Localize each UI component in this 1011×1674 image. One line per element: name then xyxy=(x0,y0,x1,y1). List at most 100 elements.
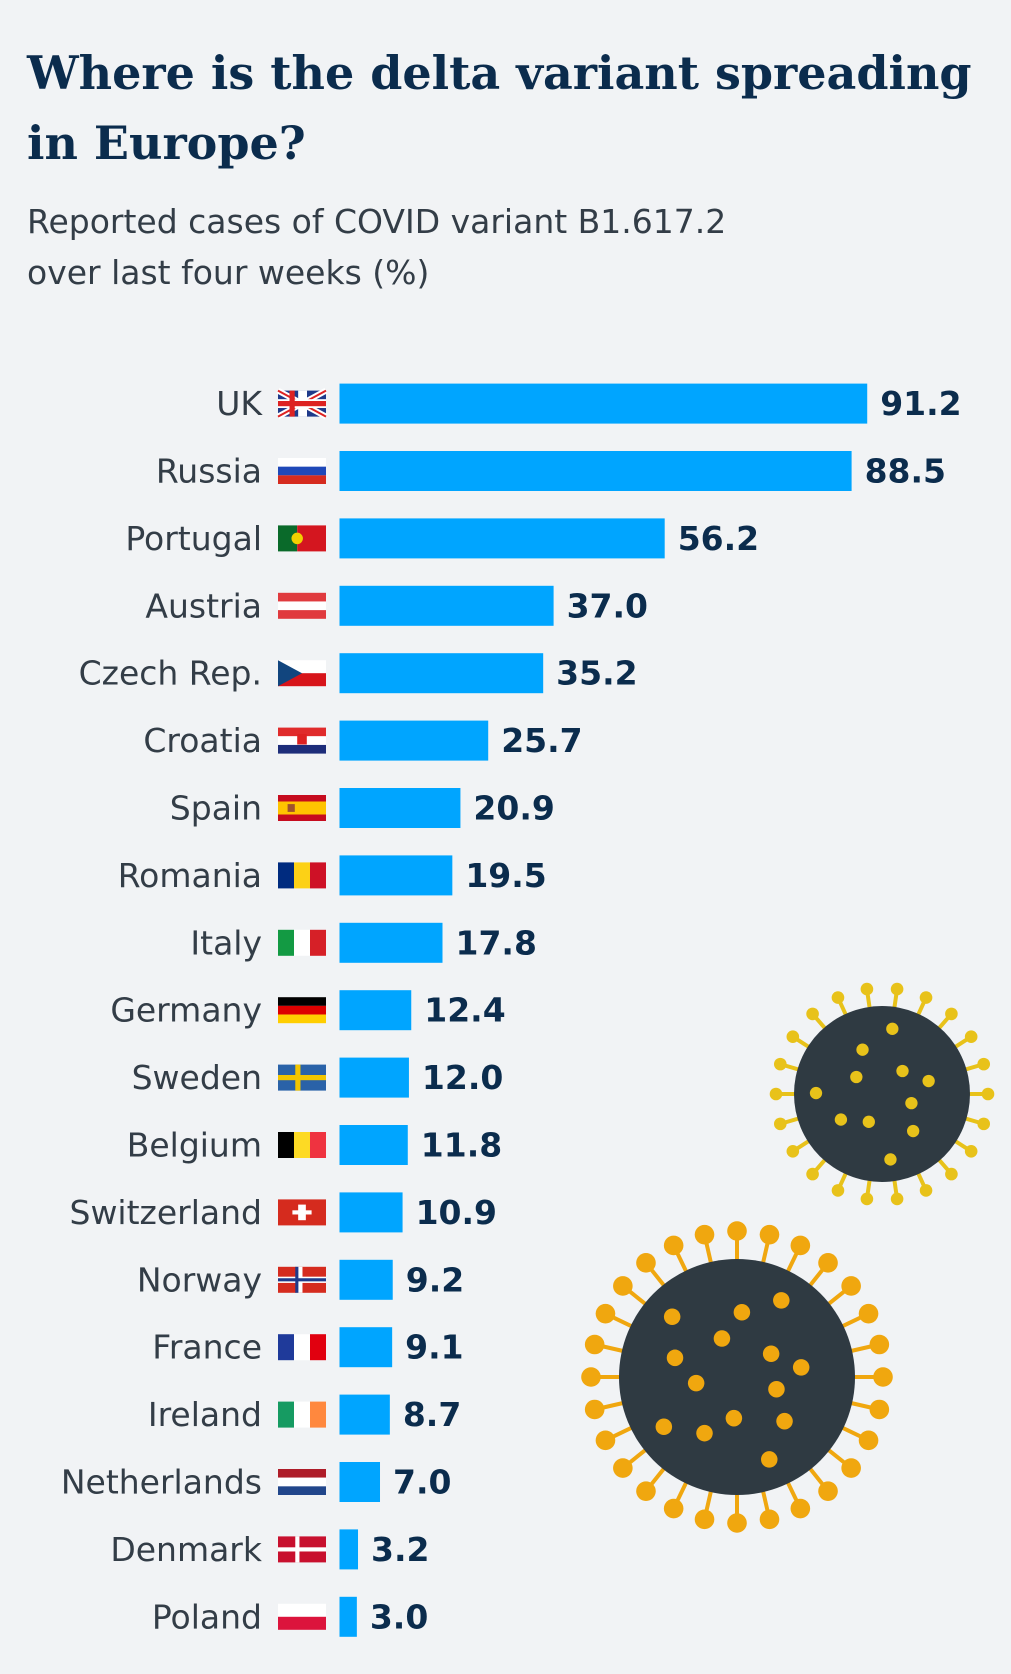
flag-part xyxy=(278,1132,294,1158)
value-label: 91.2 xyxy=(880,384,961,423)
virus-spike-tip xyxy=(858,1430,879,1451)
value-label: 20.9 xyxy=(473,789,554,828)
flag-part xyxy=(278,795,326,802)
virus-dot xyxy=(856,1043,869,1056)
category-label: Czech Rep. xyxy=(79,654,262,693)
virus-spike-tip xyxy=(595,1430,616,1451)
virus-spike-tip xyxy=(727,1513,747,1533)
flag-part xyxy=(278,525,298,552)
value-label: 9.1 xyxy=(405,1328,463,1367)
flag-part xyxy=(278,401,326,407)
flag-part xyxy=(278,1477,326,1487)
virus-dot xyxy=(905,1096,918,1110)
category-label: Netherlands xyxy=(61,1463,262,1502)
flag-part xyxy=(292,1210,312,1215)
virus-spike-tip xyxy=(773,1117,787,1131)
virus-spike-tip xyxy=(786,1145,800,1158)
bar xyxy=(339,1125,408,1165)
bar xyxy=(339,1596,357,1637)
bar xyxy=(339,585,554,626)
flag-part xyxy=(310,1334,326,1361)
virus-spike-tip xyxy=(584,1334,605,1355)
virus-spike-tip xyxy=(869,1399,890,1420)
virus-spike-tip xyxy=(919,991,933,1004)
virus-spike-tip xyxy=(860,982,874,996)
value-label: 3.0 xyxy=(370,1597,428,1636)
virus-dot xyxy=(713,1330,731,1347)
chart-subtitle: Reported cases of COVID variant B1.617.2… xyxy=(27,202,727,292)
value-label: 10.9 xyxy=(416,1193,497,1232)
flag-part xyxy=(278,458,326,467)
bar xyxy=(339,922,443,963)
virus-spike-tip xyxy=(945,1167,958,1181)
virus-spike-tip xyxy=(964,1145,978,1158)
virus-spike-tip xyxy=(584,1399,605,1420)
flag-part xyxy=(278,1547,326,1552)
flag-part xyxy=(278,601,326,611)
bar xyxy=(339,1259,393,1300)
virus-spike-tip xyxy=(769,1087,783,1101)
bar xyxy=(339,1192,403,1233)
flag-part xyxy=(297,734,307,745)
flag-part xyxy=(278,1334,294,1361)
bar xyxy=(339,1327,393,1368)
flag-part xyxy=(278,660,302,687)
virus-dot xyxy=(886,1022,899,1035)
category-label: Poland xyxy=(152,1597,262,1636)
virus-dot xyxy=(850,1070,863,1084)
virus-dot xyxy=(725,1409,743,1427)
flag-part xyxy=(294,1334,310,1361)
category-label: Italy xyxy=(190,923,262,962)
virus-spike-tip xyxy=(890,982,904,996)
virus-dot xyxy=(896,1064,909,1078)
flag-part xyxy=(310,929,326,956)
category-label: Portugal xyxy=(125,519,262,558)
virus-dot xyxy=(792,1359,810,1376)
virus-spike-tip xyxy=(841,1458,861,1478)
virus-dot xyxy=(907,1124,920,1138)
value-label: 56.2 xyxy=(678,519,759,558)
virus-dot xyxy=(768,1380,785,1398)
flag-part xyxy=(278,1014,326,1024)
virus-spike-tip xyxy=(964,1030,978,1043)
value-label: 8.7 xyxy=(403,1395,461,1434)
virus-spike-tip xyxy=(581,1367,601,1387)
flag-part xyxy=(291,532,303,545)
virus-spike-tip xyxy=(759,1224,780,1245)
virus-spike-tip xyxy=(818,1253,838,1273)
flag-part xyxy=(278,1616,326,1630)
category-label: Russia xyxy=(156,452,262,491)
flag-part xyxy=(294,1401,310,1428)
virus-spike-tip xyxy=(790,1498,811,1519)
virus-dot xyxy=(776,1412,793,1430)
virus-spike-tip xyxy=(694,1509,715,1530)
category-label: Romania xyxy=(118,856,262,895)
bar xyxy=(339,451,852,491)
virus-dot xyxy=(762,1345,780,1363)
bar xyxy=(339,720,489,761)
virus-spike-tip xyxy=(841,1276,861,1296)
category-label: Sweden xyxy=(132,1058,262,1097)
virus-spike-tip xyxy=(890,1192,904,1206)
virus-dot xyxy=(922,1074,935,1088)
category-label: Croatia xyxy=(143,721,262,760)
virus-dot xyxy=(773,1292,790,1309)
value-label: 25.7 xyxy=(501,721,582,760)
flag-part xyxy=(278,808,326,815)
virus-spike-tip xyxy=(663,1498,684,1519)
value-label: 12.0 xyxy=(422,1058,503,1097)
flag-part xyxy=(278,592,326,602)
flag-part xyxy=(278,801,326,808)
bar xyxy=(339,653,544,694)
virus-spike-tip xyxy=(613,1276,633,1296)
category-label: Belgium xyxy=(127,1126,262,1165)
virus-dot xyxy=(733,1304,751,1321)
category-label: Ireland xyxy=(148,1395,262,1434)
category-label: Denmark xyxy=(110,1530,263,1569)
category-label: Austria xyxy=(145,586,262,625)
virus-illustration xyxy=(581,982,995,1533)
category-label: UK xyxy=(216,384,263,423)
value-label: 17.8 xyxy=(455,923,536,962)
flag-part xyxy=(278,727,326,737)
virus-dot xyxy=(655,1418,673,1436)
